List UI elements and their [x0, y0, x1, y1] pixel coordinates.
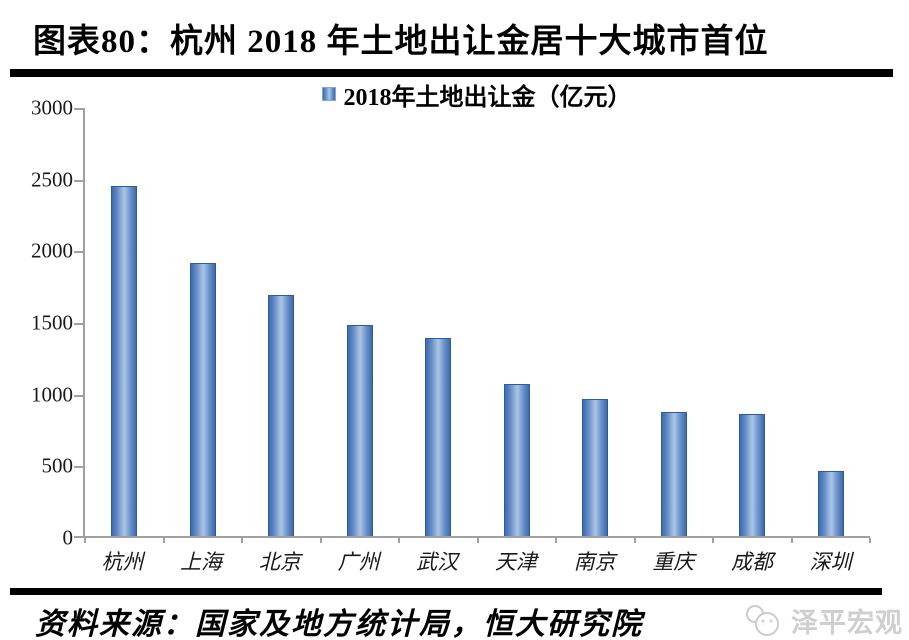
y-axis-tick-mark	[74, 323, 83, 325]
y-axis-tick-mark	[74, 179, 83, 182]
legend-swatch-icon	[321, 87, 336, 101]
y-axis-tick-mark	[74, 536, 83, 538]
x-axis-label: 北京	[258, 550, 301, 574]
bar-深圳	[817, 471, 844, 536]
plot-area: 0 500 1000 1500 2000 2500 3000	[31, 97, 871, 548]
watermark: 泽平宏观	[745, 601, 903, 640]
x-axis-tick-mark	[869, 538, 871, 543]
y-axis-tick-mark	[74, 108, 83, 110]
bar-天津	[503, 384, 530, 536]
bar-重庆	[660, 412, 687, 536]
y-axis-tick-mark	[74, 251, 83, 254]
watermark-label: 泽平宏观	[791, 608, 903, 638]
x-axis-tick-mark	[398, 538, 400, 543]
x-axis-tick-mark	[84, 538, 86, 543]
x-axis-label: 天津	[494, 550, 537, 574]
x-axis-label: 成都	[730, 550, 773, 574]
y-axis-tick-label: 500	[41, 453, 74, 478]
y-axis-tick-label: 3000	[31, 95, 73, 120]
x-axis-label: 深圳	[809, 550, 852, 574]
x-axis-label: 广州	[337, 550, 380, 574]
x-axis-label: 上海	[180, 550, 223, 574]
y-axis-tick-label: 0	[62, 525, 74, 550]
legend-label: 2018年土地出让金（亿元）	[343, 84, 632, 111]
x-axis-labels: 杭州 上海 北京 广州 武汉 天津 南京 重庆 成都 深圳	[83, 546, 870, 576]
x-axis-tick-mark	[633, 538, 636, 543]
x-axis-label: 武汉	[416, 550, 459, 574]
x-axis-tick-mark	[790, 538, 793, 543]
y-axis-tick-label: 1000	[31, 382, 73, 407]
figure-footer: 资料来源：国家及地方统计局，恒大研究院 泽平宏观	[0, 599, 909, 640]
title-divider	[10, 69, 893, 77]
x-axis-tick-mark	[162, 538, 165, 543]
bar-成都	[739, 414, 766, 536]
x-axis-tick-mark	[319, 538, 322, 543]
footer-divider	[10, 588, 882, 595]
x-axis-tick-mark	[476, 538, 479, 543]
bar-广州	[346, 325, 373, 536]
x-axis-tick-mark	[555, 538, 557, 543]
bar-杭州	[111, 186, 138, 536]
figure-title: 图表80：杭州 2018 年土地出让金居十大城市首位	[33, 24, 769, 60]
y-axis-tick-mark	[74, 466, 83, 469]
x-axis-label: 南京	[573, 550, 616, 574]
chart-legend: 2018年土地出让金（亿元）	[83, 80, 870, 111]
y-axis-tick-mark	[74, 394, 83, 397]
bar-南京	[582, 399, 609, 536]
x-axis-tick-mark	[241, 538, 243, 543]
y-axis-tick-label: 1500	[31, 310, 73, 335]
bar-chart: 0 500 1000 1500 2000 2500 3000 杭州 上海 北京 广州 武汉 天津 南京 重…	[31, 97, 871, 576]
x-axis-label: 重庆	[652, 550, 695, 574]
x-axis-tick-mark	[712, 538, 714, 543]
y-axis-tick-label: 2500	[31, 167, 73, 192]
y-axis-tick-label: 2000	[31, 238, 73, 263]
bar-北京	[268, 295, 295, 536]
watermark-logo-icon	[746, 604, 779, 636]
x-axis-label: 杭州	[101, 550, 144, 574]
bar-上海	[189, 263, 216, 536]
bar-武汉	[425, 338, 452, 536]
source-note: 资料来源：国家及地方统计局，恒大研究院	[35, 608, 643, 640]
